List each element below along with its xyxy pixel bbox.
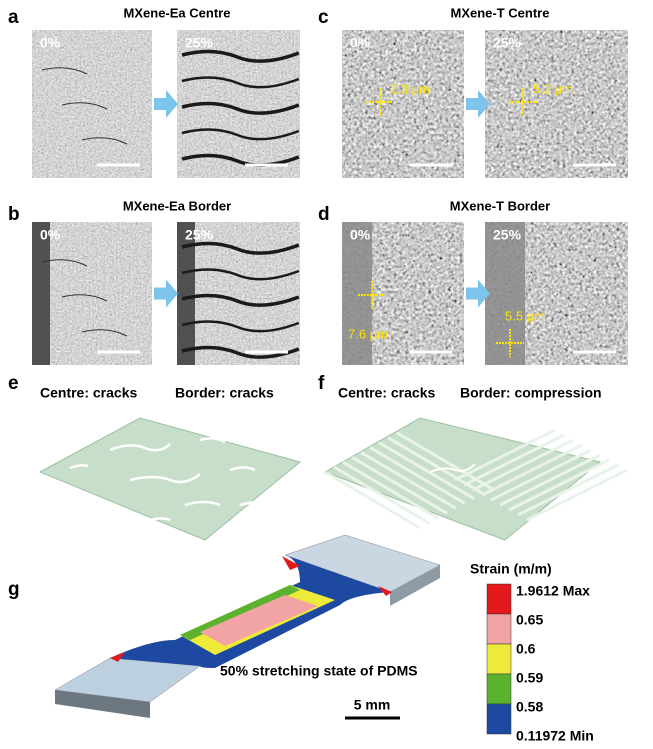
- strain-label: 25%: [185, 227, 214, 243]
- sem-image: [342, 30, 464, 178]
- legend-swatch: [487, 674, 511, 704]
- legend-label: 0.65: [516, 612, 543, 628]
- strain-label: 0%: [350, 35, 371, 51]
- legend-label: 0.58: [516, 699, 543, 715]
- panel-letter: a: [8, 7, 19, 28]
- panel-letter: f: [318, 373, 325, 394]
- legend-label: 1.9612 Max: [516, 583, 590, 599]
- legend-label: 0.11972 Min: [516, 728, 594, 744]
- border-strip: [342, 222, 372, 365]
- panel-letter: b: [8, 204, 20, 225]
- border-strip: [32, 222, 50, 365]
- panel-letter: g: [8, 579, 20, 600]
- measurement: 5.5 μm: [505, 308, 545, 323]
- measurement: 2.3 μm: [390, 81, 430, 96]
- caption: Centre: cracks: [338, 385, 435, 401]
- legend-swatch: [487, 614, 511, 644]
- strain-label: 25%: [493, 35, 522, 51]
- panel-title: MXene-T Centre: [451, 5, 550, 20]
- caption: Border: compression: [460, 385, 602, 401]
- sem-image: [485, 30, 628, 178]
- figure: a MXene-Ea Centre 0% 25% b MXene-Ea Border 0% 2…: [0, 0, 653, 744]
- scale-bar-label: 5 mm: [354, 697, 391, 713]
- strain-label: 25%: [493, 227, 522, 243]
- legend-label: 0.59: [516, 670, 543, 686]
- strain-label: 25%: [185, 35, 214, 51]
- panel-title: MXene-Ea Centre: [124, 5, 231, 20]
- panel-letter: e: [8, 373, 19, 394]
- strain-label: 0%: [40, 35, 61, 51]
- legend-swatch: [487, 584, 511, 614]
- legend-swatch: [487, 644, 511, 674]
- strain-label: 0%: [350, 227, 371, 243]
- legend-label: 0.6: [516, 641, 536, 657]
- caption: Centre: cracks: [40, 385, 137, 401]
- caption: 50% stretching state of PDMS: [220, 663, 418, 679]
- panel-title: MXene-T Border: [450, 198, 550, 213]
- arrow: [154, 280, 178, 308]
- arrow: [154, 90, 178, 118]
- measurement: 5.2 μm: [533, 81, 573, 96]
- legend-swatch: [487, 704, 511, 734]
- measurement: 7.6 μm: [348, 326, 388, 341]
- panel-title: MXene-Ea Border: [123, 198, 231, 213]
- strain-label: 0%: [40, 227, 61, 243]
- panel-letter: c: [318, 7, 329, 28]
- panel-letter: d: [318, 204, 330, 225]
- legend-title: Strain (m/m): [470, 561, 552, 577]
- caption: Border: cracks: [175, 385, 274, 401]
